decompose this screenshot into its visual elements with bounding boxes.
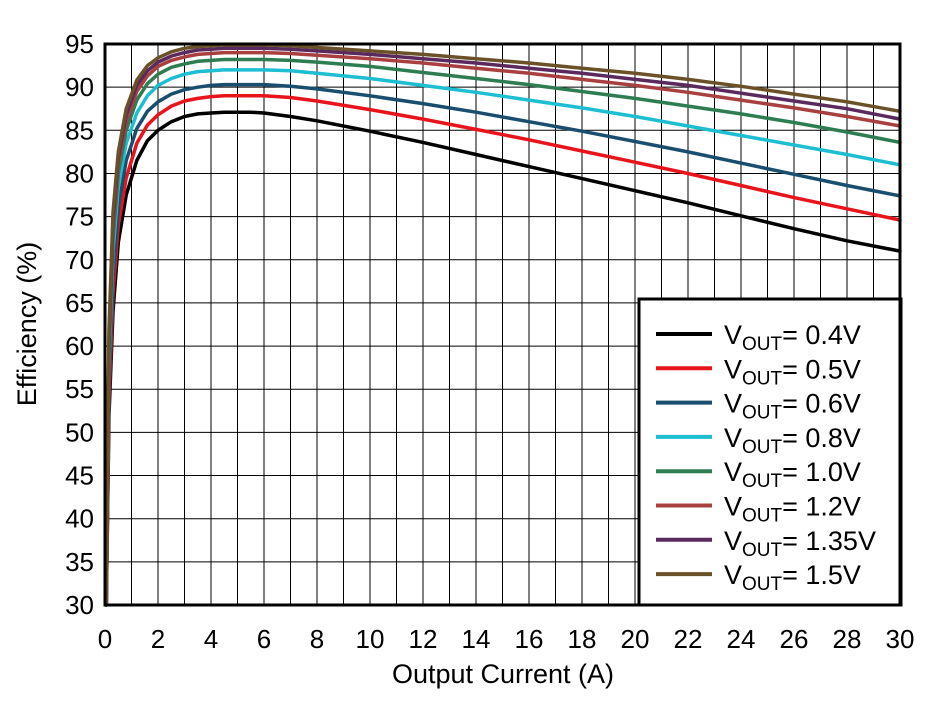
legend-label-8: VOUT= 1.5V — [724, 560, 861, 595]
series-line-2 — [104, 94, 902, 607]
y-tick-label: 80 — [65, 158, 94, 188]
x-tick-label: 2 — [151, 624, 165, 654]
x-axis-title: Output Current (A) — [392, 659, 614, 689]
x-tick-label: 8 — [310, 624, 324, 654]
legend-label-7: VOUT= 1.35V — [724, 526, 876, 561]
y-tick-label: 70 — [65, 245, 94, 275]
y-tick-label: 95 — [65, 29, 94, 59]
x-tick-label: 20 — [621, 624, 650, 654]
x-tick-label: 10 — [356, 624, 385, 654]
x-tick-label: 14 — [462, 624, 491, 654]
x-tick-labels: 0 2 4 6 8 10 12 14 16 18 20 22 24 26 28 30 — [98, 624, 915, 654]
x-tick-label: 30 — [886, 624, 915, 654]
y-tick-label: 75 — [65, 202, 94, 232]
plot-frame — [103, 42, 902, 607]
series-line-3 — [104, 82, 902, 607]
x-tick-label: 28 — [833, 624, 862, 654]
series-line-7 — [104, 46, 902, 607]
y-tick-label: 85 — [65, 115, 94, 145]
x-tick-label: 12 — [409, 624, 438, 654]
series-line-4 — [104, 68, 902, 607]
legend-label-6: VOUT= 1.2V — [724, 492, 861, 527]
y-axis-title: Efficiency (%) — [12, 242, 42, 407]
x-tick-label: 26 — [780, 624, 809, 654]
x-tick-label: 4 — [204, 624, 218, 654]
y-tick-label: 50 — [65, 417, 94, 447]
y-tick-label: 45 — [65, 461, 94, 491]
legend-label-4: VOUT= 0.8V — [724, 423, 861, 458]
legend-label-3: VOUT= 0.6V — [724, 389, 861, 424]
legend-label-2: VOUT= 0.5V — [724, 354, 861, 389]
y-tick-label: 60 — [65, 331, 94, 361]
legend-label-1: VOUT= 0.4V — [724, 320, 861, 355]
y-tick-label: 35 — [65, 547, 94, 577]
y-tick-label: 30 — [65, 590, 94, 620]
series-line-1 — [104, 110, 902, 607]
x-tick-label: 22 — [674, 624, 703, 654]
y-tick-label: 65 — [65, 288, 94, 318]
x-tick-label: 0 — [98, 624, 112, 654]
x-tick-label: 24 — [727, 624, 756, 654]
y-tick-label: 40 — [65, 504, 94, 534]
series-line-5 — [104, 57, 902, 607]
x-tick-label: 18 — [568, 624, 597, 654]
series-line-6 — [104, 50, 902, 607]
legend-box — [637, 297, 903, 607]
y-tick-label: 55 — [65, 374, 94, 404]
y-tick-label: 90 — [65, 72, 94, 102]
x-tick-label: 16 — [515, 624, 544, 654]
y-tick-labels: 30 35 40 45 50 55 60 65 70 75 80 85 90 95 — [65, 29, 94, 620]
legend-label-5: VOUT= 1.0V — [724, 457, 861, 492]
plot-border — [103, 42, 902, 607]
series-lines — [104, 43, 902, 607]
x-tick-label: 6 — [257, 624, 271, 654]
